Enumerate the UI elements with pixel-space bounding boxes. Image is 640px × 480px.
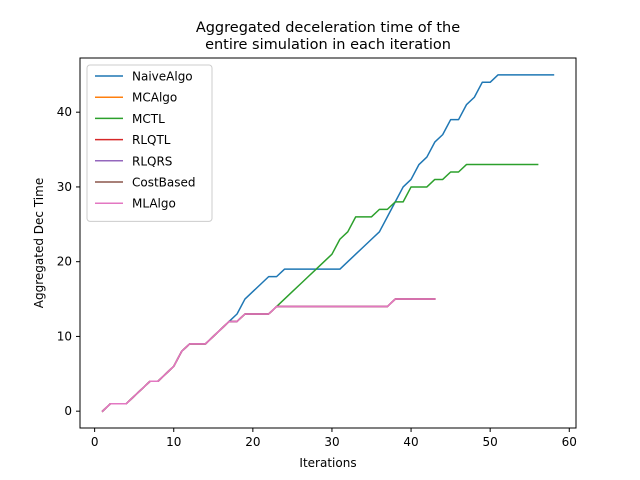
y-tick-label: 30 <box>57 180 72 194</box>
y-tick-label: 20 <box>57 255 72 269</box>
x-tick-label: 0 <box>91 435 99 449</box>
y-axis-ticks: 0 10 20 30 40 <box>57 105 80 418</box>
x-tick-label: 10 <box>166 435 181 449</box>
plot-lines <box>101 74 555 413</box>
y-tick-label: 10 <box>57 329 72 343</box>
legend-label-rlqtl: RLQTL <box>132 133 171 147</box>
x-tick-label: 40 <box>403 435 418 449</box>
x-tick-label: 60 <box>562 435 577 449</box>
legend-label-mctl: MCTL <box>132 112 165 126</box>
series-line-rlqtl <box>101 298 436 413</box>
plot-area-frame <box>79 57 577 429</box>
series-line-mlalgo <box>101 298 436 413</box>
legend-label-naivealgo: NaiveAlgo <box>132 70 193 84</box>
legend-label-rlqrs: RLQRS <box>132 154 172 168</box>
x-tick-label: 30 <box>324 435 339 449</box>
x-axis-label: Iterations <box>299 456 356 470</box>
chart-title-line-2: entire simulation in each iteration <box>205 37 451 53</box>
legend-label-mlalgo: MLAlgo <box>132 197 176 211</box>
series-line-costbased <box>101 298 436 413</box>
legend-label-costbased: CostBased <box>132 176 196 190</box>
y-axis-label: Aggregated Dec Time <box>32 178 46 308</box>
legend-label-mcalgo: MCAlgo <box>132 91 177 105</box>
y-tick-label: 40 <box>57 105 72 119</box>
y-tick-label: 0 <box>64 404 72 418</box>
chart-title-line-1: Aggregated deceleration time of the <box>196 20 460 36</box>
series-line-rlqrs <box>101 298 436 413</box>
x-tick-label: 50 <box>483 435 498 449</box>
x-tick-label: 20 <box>245 435 260 449</box>
legend: NaiveAlgo MCAlgo MCTL RLQTL RLQRS CostBased ML… <box>86 64 213 222</box>
series-line-mcalgo <box>101 298 436 413</box>
x-axis-ticks: 0 10 20 30 40 50 60 <box>91 428 577 449</box>
